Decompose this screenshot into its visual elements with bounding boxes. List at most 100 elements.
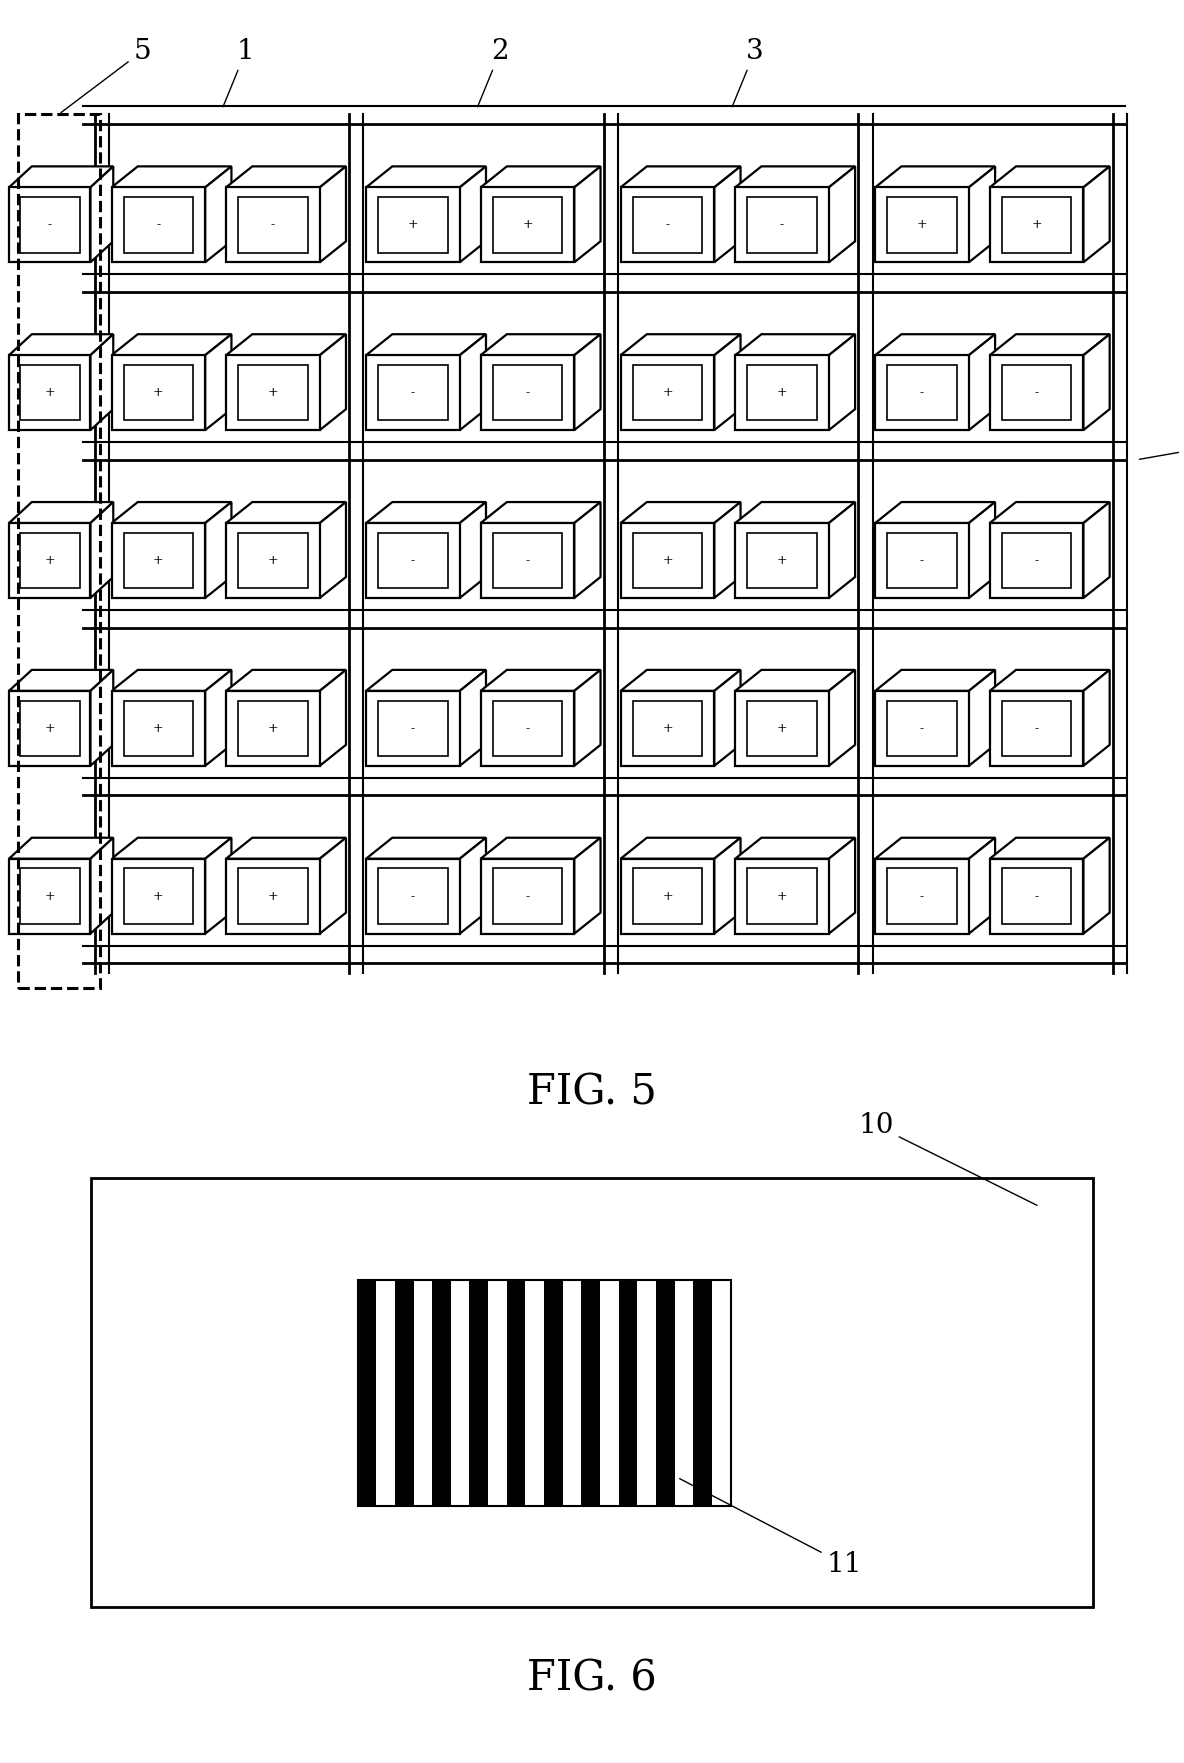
Bar [1002,869,1072,924]
Text: +: + [268,554,278,568]
Bar [378,365,448,420]
Bar [620,691,714,765]
Polygon shape [969,166,995,263]
Bar [493,532,562,589]
Polygon shape [90,670,114,765]
Polygon shape [205,166,231,263]
Polygon shape [969,837,995,934]
Polygon shape [90,502,114,598]
Polygon shape [620,502,740,524]
Text: +: + [45,386,54,398]
Bar [637,1280,656,1506]
Text: -: - [780,219,784,231]
Polygon shape [111,837,231,859]
Text: -: - [271,219,275,231]
Bar [1002,197,1072,252]
Text: -: - [920,554,924,568]
Bar [9,691,90,765]
Bar [481,859,574,934]
Bar [366,187,459,263]
Text: -: - [411,721,414,735]
Bar [493,197,562,252]
Text: +: + [153,890,163,903]
Polygon shape [320,837,346,934]
Polygon shape [990,837,1109,859]
Polygon shape [459,335,485,430]
Bar [747,365,817,420]
Bar [18,115,99,987]
Bar [526,1280,545,1506]
Bar [875,859,969,934]
Bar [481,187,574,263]
Text: -: - [665,219,669,231]
Bar [747,197,817,252]
Text: -: - [920,386,924,398]
Polygon shape [574,335,600,430]
Polygon shape [990,166,1109,187]
Text: -: - [411,554,414,568]
Bar [226,859,320,934]
Bar [619,1280,637,1506]
Polygon shape [829,670,855,765]
Polygon shape [990,502,1109,524]
Bar [123,869,193,924]
Bar [432,1280,451,1506]
Bar [735,859,829,934]
Polygon shape [1083,166,1109,263]
Bar [632,197,702,252]
Polygon shape [90,335,114,430]
Polygon shape [829,837,855,934]
Bar [20,700,79,756]
Bar [226,187,320,263]
Polygon shape [111,166,231,187]
Polygon shape [714,502,740,598]
Bar [1002,532,1072,589]
Bar [20,869,79,924]
Text: -: - [920,721,924,735]
Polygon shape [459,837,485,934]
Bar [378,700,448,756]
Bar [875,691,969,765]
Bar [493,869,562,924]
Bar [887,532,957,589]
Polygon shape [1083,335,1109,430]
Bar [91,1178,1093,1608]
Bar [507,1280,526,1506]
Bar [1002,700,1072,756]
Bar [238,869,308,924]
Polygon shape [875,837,995,859]
Bar [747,700,817,756]
Polygon shape [226,166,346,187]
Text: +: + [662,721,673,735]
Text: +: + [268,721,278,735]
Polygon shape [366,166,485,187]
Bar [493,700,562,756]
Bar [481,691,574,765]
Polygon shape [481,335,600,354]
Bar [481,524,574,598]
Polygon shape [459,166,485,263]
Bar [632,532,702,589]
Polygon shape [459,670,485,765]
Polygon shape [205,670,231,765]
Text: FIG. 6: FIG. 6 [527,1657,657,1700]
Bar [620,187,714,263]
Bar [488,1280,507,1506]
Text: FIG. 5: FIG. 5 [527,1072,657,1114]
Polygon shape [620,166,740,187]
Text: +: + [522,219,533,231]
Bar [123,365,193,420]
Text: -: - [920,890,924,903]
Bar [620,354,714,430]
Bar [632,700,702,756]
Polygon shape [620,837,740,859]
Polygon shape [320,166,346,263]
Bar [735,524,829,598]
Bar [632,869,702,924]
Text: +: + [153,554,163,568]
Polygon shape [205,502,231,598]
Polygon shape [320,670,346,765]
Bar [358,1280,377,1506]
Bar [358,1280,731,1506]
Bar [20,365,79,420]
